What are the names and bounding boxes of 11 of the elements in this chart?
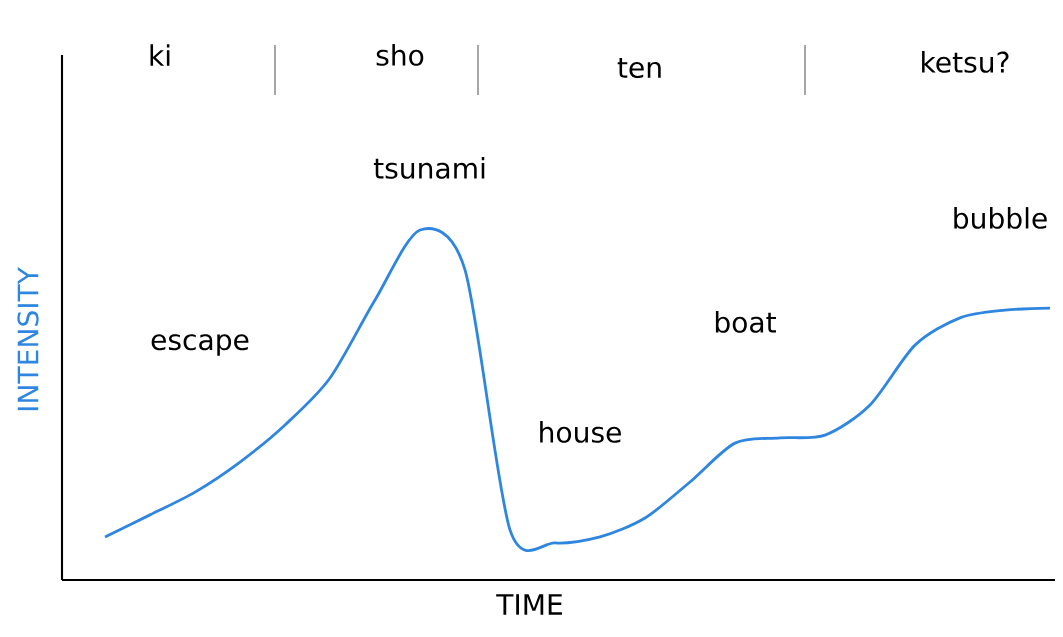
text: ketsu? (922, 51, 1009, 73)
text: tsunami (373, 157, 485, 179)
annotation: escape (151, 334, 249, 356)
y-axis-title: INTENSITY (17, 267, 39, 411)
annotation: house (540, 421, 621, 443)
text: sho (376, 44, 424, 66)
annotation: boat (715, 311, 777, 333)
text: bubble (954, 207, 1047, 229)
text: ki (150, 44, 170, 66)
text: ten (617, 57, 661, 79)
x-axis-title: TIME (496, 594, 562, 615)
